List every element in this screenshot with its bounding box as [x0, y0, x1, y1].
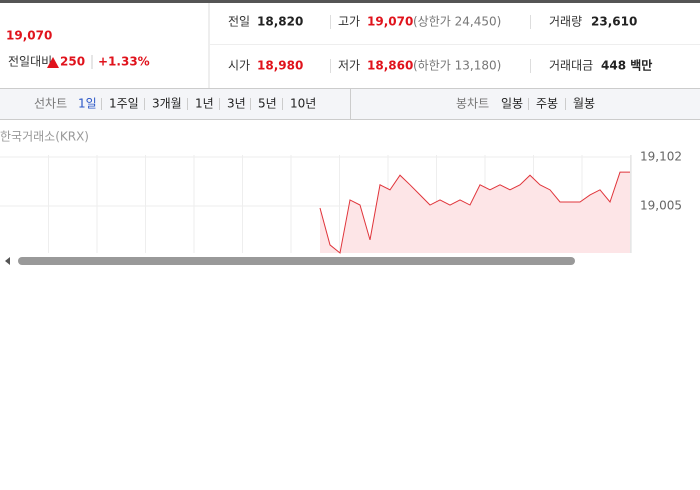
- period-tab[interactable]: 10년: [290, 97, 316, 111]
- stat-value: 18,820: [257, 15, 303, 29]
- source: 한국거래소(KRX): [0, 130, 89, 144]
- stat-label: 거래량: [549, 15, 582, 29]
- period-tab[interactable]: 1년: [195, 97, 214, 111]
- scroll-left[interactable]: [5, 257, 10, 265]
- y-tick-label: 19,102: [640, 150, 682, 164]
- stat-value: 19,070: [367, 15, 413, 29]
- price-line: [319, 171, 630, 254]
- change-label: 전일대비: [8, 55, 52, 69]
- change: 250: [60, 55, 85, 69]
- period-tab[interactable]: 3개월: [152, 97, 182, 111]
- period-tab[interactable]: 1일: [78, 97, 97, 111]
- stat-value: 18,860: [367, 59, 413, 73]
- period-tab[interactable]: 3년: [227, 97, 246, 111]
- scrollbar-thumb[interactable]: [18, 257, 575, 265]
- stat-label: 전일: [228, 15, 250, 29]
- change-rate: +1.33%: [98, 55, 150, 69]
- top-border: [0, 0, 700, 3]
- stat-value: 18,980: [257, 59, 303, 73]
- candle-tab[interactable]: 주봉: [536, 97, 558, 111]
- stat-note: (하한가 13,180): [413, 59, 501, 73]
- tab-group-label: 봉차트: [456, 97, 489, 111]
- candle-tab[interactable]: 일봉: [501, 97, 523, 111]
- y-tick-label: 19,005: [640, 199, 682, 213]
- period-tab[interactable]: 1주일: [109, 97, 139, 111]
- stat-label: 고가: [338, 15, 360, 29]
- stat-value: 448 백만: [601, 58, 652, 73]
- stat-value: 23,610: [591, 15, 637, 29]
- tab-group-label: 선차트: [34, 97, 67, 111]
- stat-label: 저가: [338, 59, 360, 73]
- stat-note: (상한가 24,450): [413, 15, 501, 29]
- stat-label: 시가: [228, 59, 250, 73]
- stat-label: 거래대금: [549, 59, 593, 73]
- current-price: 19,070: [6, 29, 52, 43]
- period-tab[interactable]: 5년: [258, 97, 277, 111]
- up-arrow: [47, 57, 59, 68]
- area: [320, 172, 630, 253]
- candle-tab[interactable]: 월봉: [573, 97, 595, 111]
